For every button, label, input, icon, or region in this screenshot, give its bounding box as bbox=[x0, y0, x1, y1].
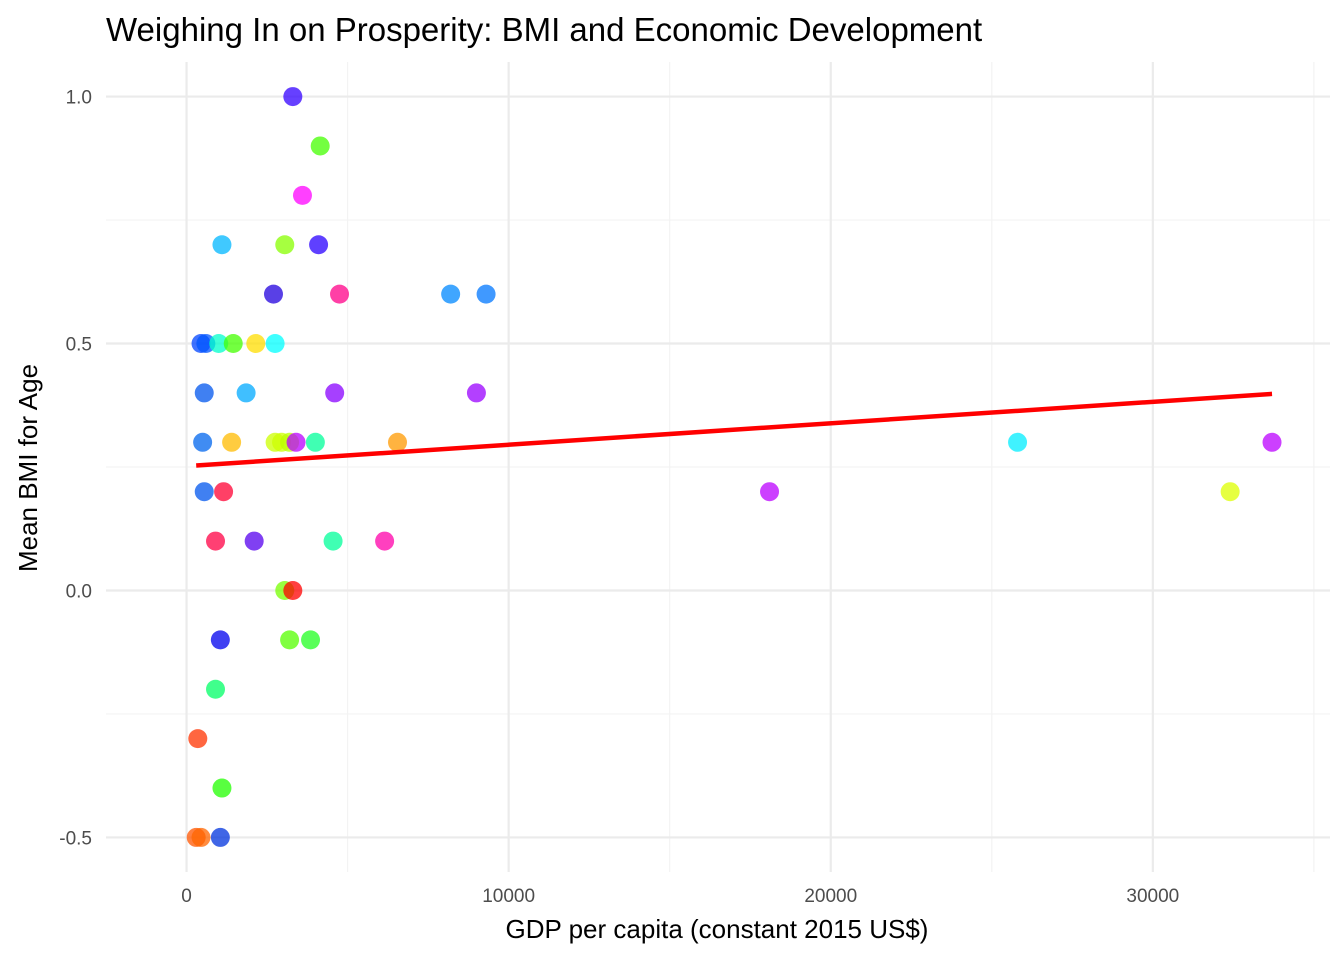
data-point bbox=[466, 383, 486, 403]
data-point bbox=[209, 334, 229, 354]
y-tick-label: 1.0 bbox=[66, 88, 92, 109]
data-point bbox=[310, 136, 330, 156]
minor-gridlines bbox=[106, 62, 1330, 872]
chart-title: Weighing In on Prosperity: BMI and Econo… bbox=[106, 11, 982, 48]
data-point bbox=[441, 284, 461, 304]
y-axis-title: Mean BMI for Age bbox=[13, 364, 43, 572]
data-point bbox=[388, 432, 408, 452]
trend-line bbox=[196, 391, 1273, 468]
data-point bbox=[1008, 432, 1028, 452]
data-point bbox=[265, 334, 285, 354]
data-point bbox=[212, 235, 232, 255]
data-point bbox=[214, 482, 234, 502]
data-point bbox=[223, 334, 243, 354]
data-point bbox=[275, 235, 295, 255]
data-point bbox=[222, 432, 242, 452]
data-point bbox=[244, 531, 264, 551]
data-point bbox=[1262, 432, 1282, 452]
data-point bbox=[309, 235, 329, 255]
data-point bbox=[292, 185, 312, 205]
data-point bbox=[206, 531, 226, 551]
x-axis-tick-labels: 0 10000 20000 30000 bbox=[181, 886, 1179, 907]
data-points bbox=[186, 87, 1282, 847]
data-point bbox=[330, 284, 350, 304]
data-point bbox=[194, 482, 214, 502]
plot-panel bbox=[106, 62, 1330, 872]
data-point bbox=[188, 729, 208, 749]
data-point bbox=[210, 827, 230, 847]
data-point bbox=[283, 580, 303, 600]
data-point bbox=[325, 383, 345, 403]
data-point bbox=[210, 630, 230, 650]
x-tick-label: 20000 bbox=[804, 886, 857, 907]
data-point bbox=[760, 482, 780, 502]
data-point bbox=[1220, 482, 1240, 502]
data-point bbox=[246, 334, 266, 354]
data-point bbox=[191, 827, 211, 847]
data-point bbox=[212, 778, 232, 798]
data-point bbox=[236, 383, 256, 403]
y-tick-label: 0.0 bbox=[66, 581, 92, 602]
x-tick-label: 30000 bbox=[1126, 886, 1179, 907]
data-point bbox=[283, 87, 303, 107]
data-point bbox=[194, 383, 214, 403]
y-axis-tick-labels: -0.5 0.0 0.5 1.0 bbox=[59, 88, 92, 850]
y-tick-label: -0.5 bbox=[59, 828, 92, 849]
data-point bbox=[476, 284, 496, 304]
data-point bbox=[193, 432, 213, 452]
data-point bbox=[263, 284, 283, 304]
trend-line-layer bbox=[196, 391, 1273, 468]
x-tick-label: 0 bbox=[181, 886, 192, 907]
data-point bbox=[286, 432, 306, 452]
data-point bbox=[301, 630, 321, 650]
data-point bbox=[375, 531, 395, 551]
x-tick-label: 10000 bbox=[482, 886, 535, 907]
data-point bbox=[323, 531, 343, 551]
major-gridlines bbox=[106, 62, 1330, 872]
data-point bbox=[280, 630, 300, 650]
y-tick-label: 0.5 bbox=[66, 335, 92, 356]
x-axis-title: GDP per capita (constant 2015 US$) bbox=[506, 914, 929, 944]
data-point bbox=[206, 679, 226, 699]
data-point bbox=[305, 432, 325, 452]
